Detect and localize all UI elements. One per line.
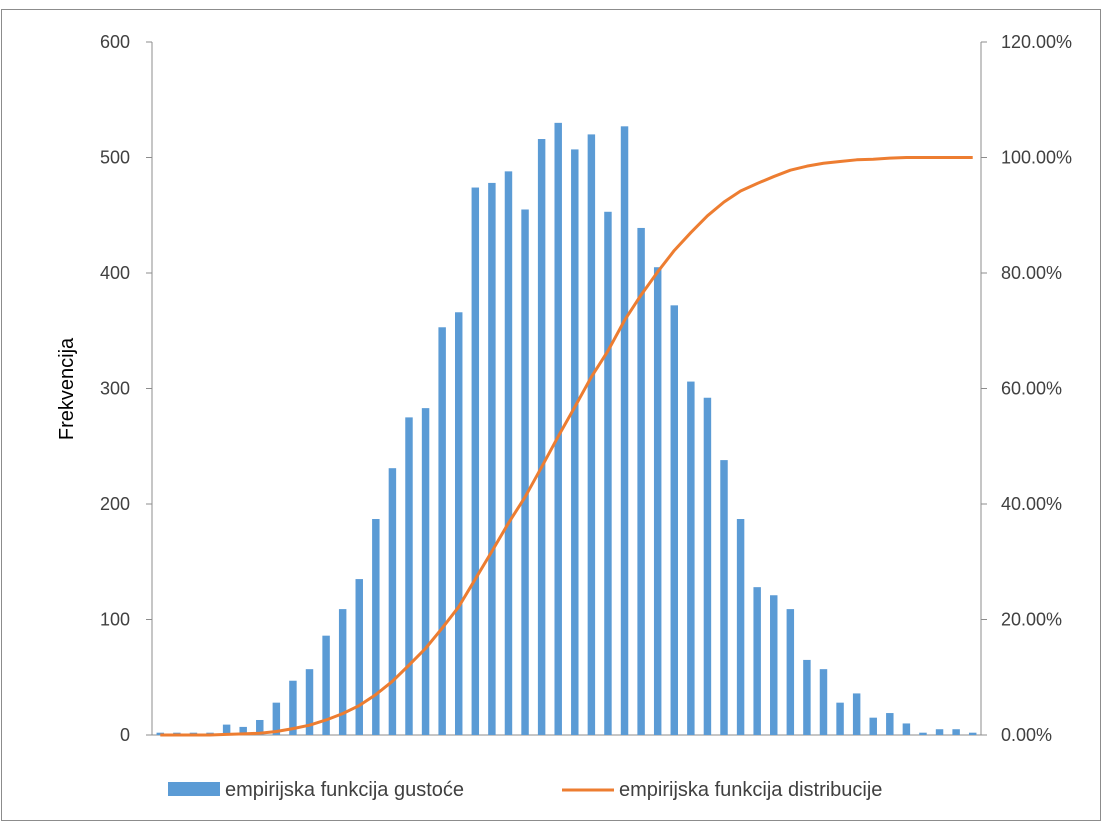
chart-frame [1,9,1101,821]
bar [935,729,944,735]
y-tick-label: 200 [100,494,130,514]
bar [819,669,828,735]
bar [902,723,911,735]
bar [620,126,629,735]
y2-tick-label: 80.00% [1001,263,1062,283]
y-tick-label: 100 [100,610,130,630]
bar [272,702,281,735]
cdf-line [160,156,973,737]
bar [256,719,264,735]
y2-tick-label: 120.00% [1001,32,1072,52]
bar [753,587,761,735]
bar [355,579,363,735]
bar [554,122,562,736]
bar [803,659,811,735]
bar [770,595,778,735]
bar [521,209,529,736]
legend-label-bars: empirijska funkcija gustoće [225,779,464,801]
bar [372,519,380,735]
bar [239,726,247,735]
bar [869,717,877,735]
bar [653,267,662,735]
y2-tick-label: 100.00% [1001,148,1072,168]
bar [886,713,894,735]
bar-series [156,122,977,736]
bar [919,732,927,735]
y-tick-label: 500 [100,148,130,168]
legend: empirijska funkcija gustoće empirijska f… [168,779,882,801]
bar [438,327,446,735]
bar [405,417,413,736]
y-tick-label: 0 [120,725,130,745]
y2-axis: 0.00% 20.00% 40.00% 60.00% 80.00% 100.00% 120.… [981,32,1072,745]
bar [736,519,745,735]
y-axis-title: Frekvencija [56,337,78,440]
y2-tick-label: 20.00% [1001,610,1062,630]
bar [388,468,397,735]
y-axis: 0 100 200 300 400 500 600 [100,32,152,745]
bar [604,211,612,735]
bar [305,669,314,735]
bar [455,312,463,735]
bar [720,460,728,735]
y2-tick-label: 0.00% [1001,725,1052,745]
bar [488,182,496,735]
bar [637,227,645,735]
bar [670,305,678,735]
bar [571,149,579,735]
bar [322,635,330,735]
bar [836,702,844,735]
bar [687,381,695,735]
y2-tick-label: 60.00% [1001,379,1062,399]
bar [786,609,795,735]
bar [338,609,347,735]
bar [968,732,977,735]
bar [504,171,513,736]
bar [421,408,430,735]
bar [587,134,596,735]
y2-tick-label: 40.00% [1001,494,1062,514]
bar [852,693,861,735]
y-tick-label: 600 [100,32,130,52]
y-tick-label: 300 [100,379,130,399]
bar [537,139,546,735]
y-tick-label: 400 [100,263,130,283]
bar [952,729,960,735]
bar [222,724,231,735]
bar [703,397,712,735]
bar [471,187,480,735]
legend-swatch-bars [168,782,220,796]
legend-label-line: empirijska funkcija distribucije [619,779,882,801]
bar [289,680,297,735]
